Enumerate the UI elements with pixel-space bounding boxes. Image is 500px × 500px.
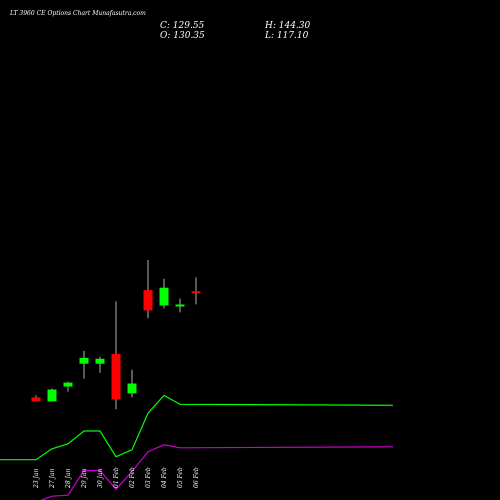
candle-body: [111, 353, 121, 400]
lower-band-line: [40, 444, 394, 500]
x-axis-labels: 23 Jan 27 Jan 28 Jan 29 Jan 30 Jan 01 Feb 02 F…: [33, 467, 200, 489]
x-tick-label: 01 Feb: [113, 467, 120, 488]
x-tick-label: 23 Jan: [33, 468, 40, 489]
chart-title: LT 3960 CE Options Chart Munafasutra.com: [9, 10, 146, 17]
x-tick-label: 05 Feb: [177, 467, 184, 488]
high-value: H: 144.30: [264, 21, 311, 31]
candle-body: [31, 397, 41, 402]
low-value: L: 117.10: [264, 31, 309, 41]
candle-body: [127, 383, 137, 394]
x-tick-label: 28 Jan: [65, 468, 72, 489]
upper-band-line: [0, 394, 394, 461]
x-tick-label: 27 Jan: [49, 468, 56, 489]
candle-body: [79, 357, 89, 364]
candle-body: [159, 287, 169, 306]
bands-layer: [0, 394, 394, 500]
candle-body: [47, 389, 57, 402]
close-value: C: 129.55: [160, 21, 205, 31]
x-tick-label: 29 Jan: [81, 468, 88, 489]
candles-layer: [31, 260, 201, 410]
x-tick-label: 04 Feb: [161, 467, 168, 488]
x-tick-label: 02 Feb: [129, 467, 136, 488]
candle-body: [191, 291, 201, 294]
open-value: O: 130.35: [160, 31, 205, 41]
x-tick-label: 30 Jan: [97, 468, 104, 488]
candle-body: [175, 304, 185, 307]
x-tick-label: 06 Feb: [193, 467, 200, 488]
candle-body: [95, 358, 105, 364]
candle-body: [63, 382, 73, 387]
x-tick-label: 03 Feb: [145, 467, 152, 488]
candle-body: [143, 290, 153, 311]
